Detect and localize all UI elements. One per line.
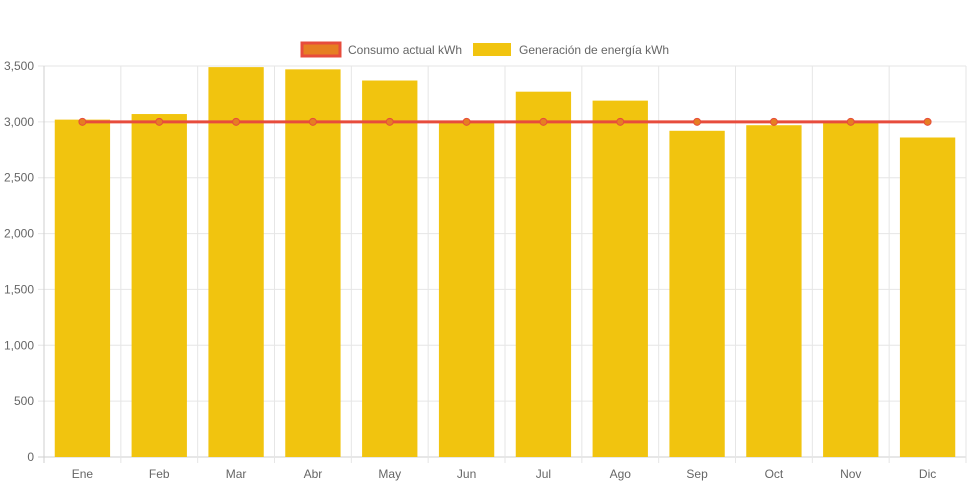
legend-label-generacion: Generación de energía kWh xyxy=(519,43,669,57)
x-tick-label: May xyxy=(378,467,401,481)
x-tick-label: Mar xyxy=(226,467,247,481)
y-tick-label: 2,000 xyxy=(4,227,34,241)
x-tick-label: Sep xyxy=(686,467,708,481)
y-tick-label: 1,000 xyxy=(4,338,34,352)
y-tick-label: 500 xyxy=(14,394,34,408)
bar-abr[interactable] xyxy=(285,69,341,457)
point-consumo-may[interactable] xyxy=(385,117,394,126)
x-tick-label: Abr xyxy=(304,467,323,481)
point-consumo-dic[interactable] xyxy=(923,117,932,126)
legend-swatch-generacion xyxy=(473,43,511,56)
point-consumo-feb[interactable] xyxy=(155,117,164,126)
point-consumo-nov[interactable] xyxy=(846,117,855,126)
point-consumo-jun[interactable] xyxy=(462,117,471,126)
y-tick-label: 0 xyxy=(27,450,34,464)
y-tick-label: 3,500 xyxy=(4,59,34,73)
point-consumo-oct[interactable] xyxy=(769,117,778,126)
point-consumo-mar[interactable] xyxy=(232,117,241,126)
legend-item-consumo[interactable]: Consumo actual kWh xyxy=(300,41,462,58)
y-tick-label: 3,000 xyxy=(4,115,34,129)
legend[interactable]: Consumo actual kWh Generación de energía… xyxy=(300,41,669,58)
bar-sep[interactable] xyxy=(669,130,725,457)
x-tick-label: Ene xyxy=(72,467,94,481)
bar-mar[interactable] xyxy=(208,67,264,458)
bar-nov[interactable] xyxy=(823,121,879,457)
bar-may[interactable] xyxy=(362,80,418,457)
x-tick-label: Ago xyxy=(610,467,632,481)
bar-feb[interactable] xyxy=(131,114,187,457)
legend-item-generacion[interactable]: Generación de energía kWh xyxy=(473,43,669,57)
grid-lines xyxy=(38,65,967,463)
bars-series-generacion xyxy=(54,67,956,458)
x-tick-label: Nov xyxy=(840,467,861,481)
x-tick-label: Feb xyxy=(149,467,170,481)
legend-label-consumo: Consumo actual kWh xyxy=(348,43,462,57)
point-consumo-ene[interactable] xyxy=(78,117,87,126)
bar-ene[interactable] xyxy=(54,119,111,457)
x-tick-label: Oct xyxy=(765,467,784,481)
y-axis: 0 500 1,000 1,500 2,000 2,500 3,000 3,500 xyxy=(4,59,34,464)
point-consumo-jul[interactable] xyxy=(539,117,548,126)
x-tick-label: Dic xyxy=(919,467,936,481)
x-axis: Ene Feb Mar Abr May Jun Jul Ago Sep Oct Nov Dic xyxy=(72,467,937,481)
bar-oct[interactable] xyxy=(746,125,802,458)
legend-swatch-consumo xyxy=(300,41,342,58)
y-tick-label: 1,500 xyxy=(4,282,34,296)
bar-jun[interactable] xyxy=(438,122,495,457)
y-tick-label: 2,500 xyxy=(4,171,34,185)
point-consumo-sep[interactable] xyxy=(693,117,702,126)
bar-jul[interactable] xyxy=(515,91,572,458)
bar-dic[interactable] xyxy=(899,137,956,458)
line-series-consumo xyxy=(78,117,932,126)
point-consumo-abr[interactable] xyxy=(308,117,317,126)
x-tick-label: Jul xyxy=(536,467,551,481)
bar-ago[interactable] xyxy=(592,100,648,457)
x-tick-label: Jun xyxy=(457,467,476,481)
point-consumo-ago[interactable] xyxy=(616,117,625,126)
